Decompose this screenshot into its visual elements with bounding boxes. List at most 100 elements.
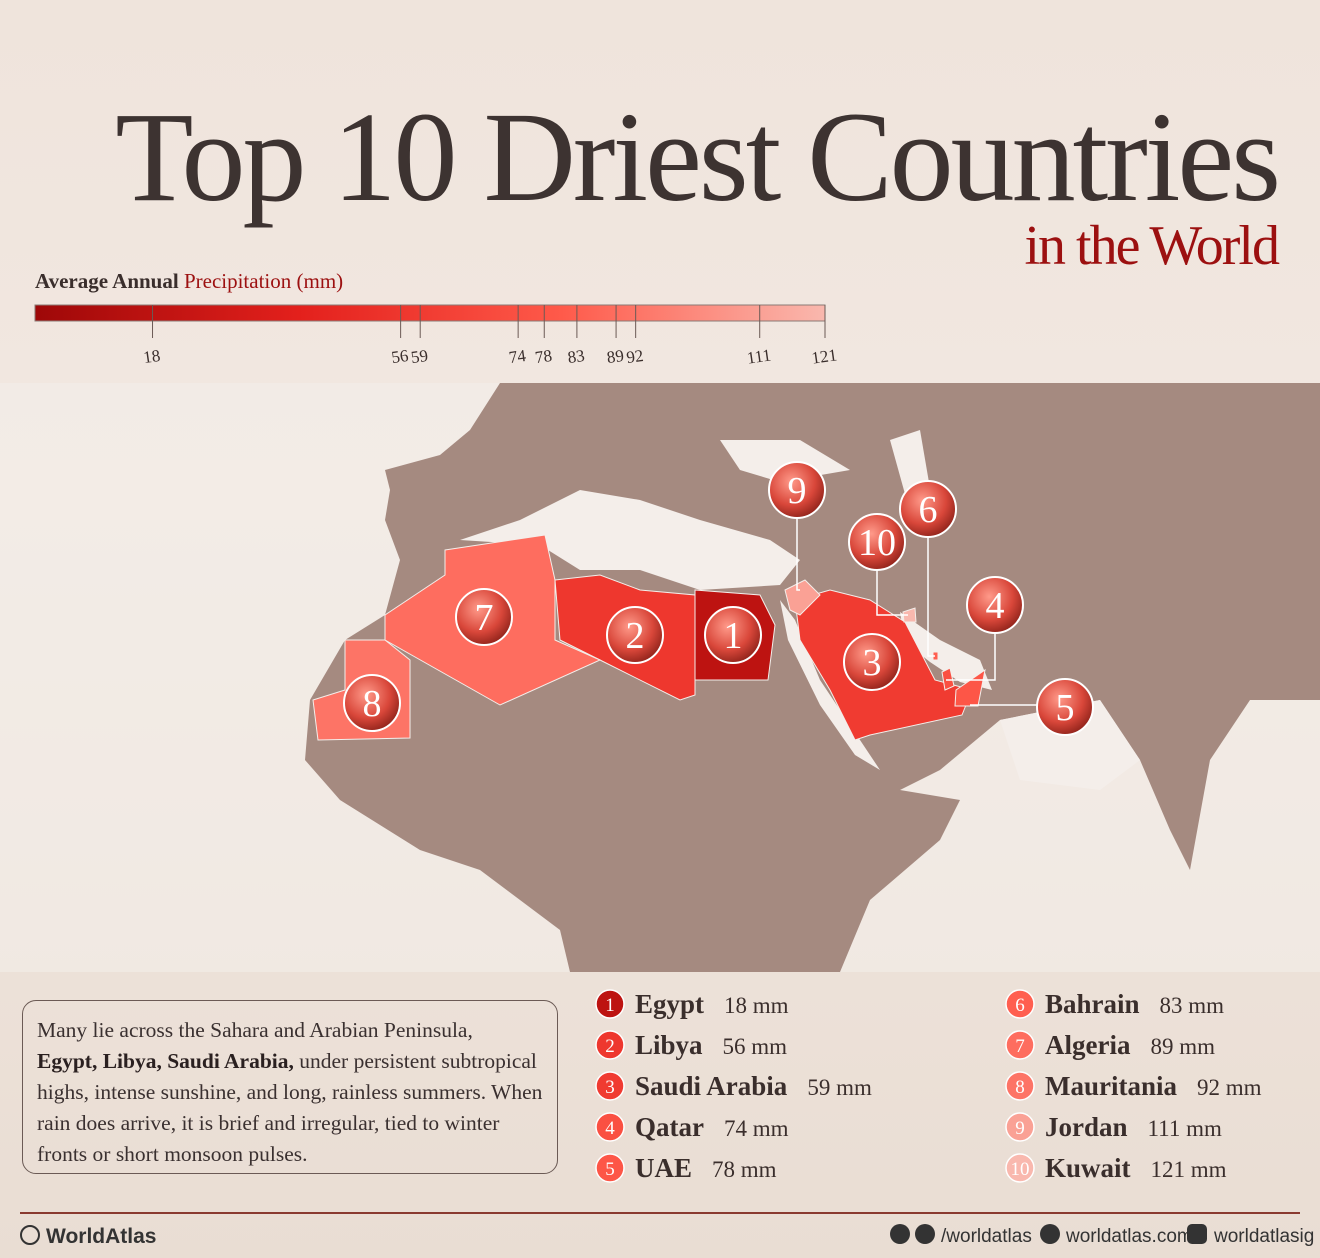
- color-scale: [34, 304, 826, 322]
- legend-badge: [595, 1112, 625, 1142]
- marker-rank: 6: [919, 489, 938, 531]
- tick-label: 59: [410, 346, 429, 367]
- tick-label: 121: [810, 345, 838, 367]
- legend-rank: 1: [605, 995, 615, 1016]
- globe-icon: [20, 1225, 40, 1245]
- markers: 1 2 3 4 5 6 7 8 9 10: [343, 461, 1094, 736]
- marker-rank: 7: [475, 597, 494, 639]
- tick-label: 83: [566, 346, 585, 367]
- facebook-icon: [915, 1224, 935, 1244]
- marker: [704, 606, 762, 664]
- legend-rank: 2: [605, 1036, 615, 1057]
- website[interactable]: worldatlas.com: [1065, 1226, 1193, 1247]
- country: [784, 579, 821, 616]
- sea: [780, 600, 880, 770]
- legend-rank: 4: [605, 1118, 615, 1139]
- tick-label: 56: [390, 346, 409, 367]
- legend-name: Qatar: [635, 1112, 704, 1142]
- legend-rank: 3: [605, 1077, 615, 1098]
- marker: [455, 588, 513, 646]
- country: [941, 667, 955, 691]
- description-text: under persistent subtropical highs, inte…: [37, 1049, 543, 1166]
- country: [932, 651, 939, 661]
- legend-value: 18 mm: [724, 993, 789, 1018]
- legend-name: Kuwait: [1045, 1153, 1131, 1183]
- instagram-icon: [1187, 1224, 1207, 1244]
- marker-rank: 2: [626, 615, 645, 657]
- marker: [966, 576, 1024, 634]
- legend-value: 111 mm: [1148, 1116, 1222, 1141]
- marker: [343, 674, 401, 732]
- subtitle: in the World: [1024, 215, 1280, 277]
- scale-label-start: Average Annual: [35, 269, 179, 293]
- legend-name: Mauritania: [1045, 1071, 1177, 1101]
- tick-label: 74: [508, 346, 528, 367]
- leader-line: [927, 509, 935, 657]
- description-bold: Egypt, Libya, Saudi Arabia,: [37, 1049, 294, 1073]
- legend-name: Egypt: [635, 989, 704, 1019]
- tick-label: 78: [534, 346, 553, 367]
- legend-rank: 8: [1015, 1077, 1025, 1098]
- tick-label: 18: [142, 346, 161, 367]
- legend-badge: [1005, 1112, 1035, 1142]
- legend-badge: [1005, 1030, 1035, 1060]
- sea: [1000, 700, 1140, 790]
- marker: [899, 480, 957, 538]
- description-text: Many lie across the Sahara and Arabian P…: [37, 1018, 473, 1042]
- leader-line: [796, 490, 800, 591]
- legend-value: 92 mm: [1197, 1075, 1262, 1100]
- marker-rank: 10: [858, 522, 896, 564]
- legend-value: 89 mm: [1150, 1034, 1215, 1059]
- title: Top 10 Driest Countries: [115, 86, 1278, 228]
- legend-name: Saudi Arabia: [635, 1071, 788, 1101]
- scale-ticks: 18 56 59 74 78 83 89 92 111 121: [142, 305, 838, 368]
- marker: [1036, 678, 1094, 736]
- marker-rank: 9: [788, 470, 807, 512]
- legend-rank: 5: [605, 1159, 615, 1180]
- legend-value: 74 mm: [724, 1116, 789, 1141]
- legend: 1 Egypt 18 mm 2 Libya 56 mm 3 Saudi Arabia 59 mm…: [595, 989, 1262, 1183]
- marker: [606, 606, 664, 664]
- legend-name: UAE: [635, 1153, 692, 1183]
- marker-rank: 8: [363, 683, 382, 725]
- legend-badge: [1005, 989, 1035, 1019]
- legend-badge: [1005, 1071, 1035, 1101]
- scale-label: Average Annual Precipitation (mm): [35, 269, 343, 293]
- scale-label-end: Precipitation (mm): [184, 269, 343, 293]
- legend-badge: [595, 1153, 625, 1183]
- sea: [900, 612, 992, 690]
- youtube-icon: [890, 1224, 910, 1244]
- legend-badge: [595, 989, 625, 1019]
- legend-name: Jordan: [1045, 1112, 1128, 1142]
- legend-rank: 10: [1011, 1159, 1030, 1180]
- legend-value: 78 mm: [712, 1157, 777, 1182]
- description: Many lie across the Sahara and Arabian P…: [22, 1000, 558, 1174]
- marker-rank: 3: [863, 642, 882, 684]
- tick-label: 89: [606, 346, 625, 367]
- legend-name: Algeria: [1045, 1030, 1131, 1060]
- web-icon: [1040, 1224, 1060, 1244]
- legend-value: 59 mm: [807, 1075, 872, 1100]
- marker-rank: 5: [1056, 687, 1075, 729]
- sea: [460, 490, 800, 590]
- legend-name: Libya: [635, 1030, 703, 1060]
- marker-rank: 1: [724, 615, 743, 657]
- map: 1 2 3 4 5 6 7 8 9 10: [0, 383, 1320, 972]
- legend-badge: [1005, 1153, 1035, 1183]
- legend-value: 83 mm: [1160, 993, 1225, 1018]
- tick-label: 92: [625, 346, 644, 367]
- legend-badge: [595, 1071, 625, 1101]
- brand: WorldAtlas: [46, 1225, 156, 1248]
- legend-rank: 9: [1015, 1118, 1025, 1139]
- instagram[interactable]: worldatlasig: [1213, 1226, 1314, 1247]
- social-handle[interactable]: /worldatlas: [941, 1226, 1032, 1247]
- marker-rank: 4: [986, 585, 1005, 627]
- legend-value: 56 mm: [723, 1034, 788, 1059]
- marker: [768, 461, 826, 519]
- legend-name: Bahrain: [1045, 989, 1140, 1019]
- legend-value: 121 mm: [1151, 1157, 1227, 1182]
- country: [902, 607, 917, 623]
- tick-label: 111: [746, 345, 773, 367]
